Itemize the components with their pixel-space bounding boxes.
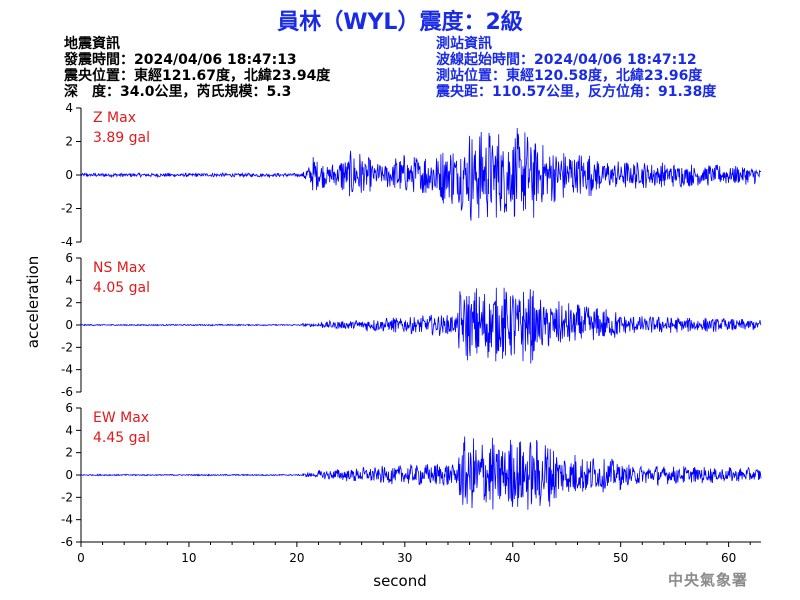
panel-1-y-tick-label: 4 <box>65 101 73 115</box>
panel-1-y-tick-label: -2 <box>61 202 73 216</box>
depth-magnitude: 深 度：34.0公里，芮氏規模：5.3 <box>64 84 292 100</box>
x-tick-label: 0 <box>77 551 85 565</box>
chart-title: 員林（WYL）震度：2級 <box>277 10 523 35</box>
x-tick-label: 50 <box>613 551 628 565</box>
panel-2-waveform <box>80 287 762 364</box>
panel-3-waveform <box>81 436 762 510</box>
x-tick-label: 30 <box>397 551 412 565</box>
panel-1-max-value: 3.89 gal <box>93 130 150 146</box>
panel-2-y-tick-label: 4 <box>65 273 73 287</box>
panel-3-max-value: 4.45 gal <box>93 430 150 446</box>
x-tick-label: 10 <box>181 551 196 565</box>
panel-2-y-tick-label: -4 <box>61 363 73 377</box>
epicenter-location: 震央位置：東經121.67度，北緯23.94度 <box>64 68 331 84</box>
panel-2-y-tick-label: 6 <box>65 251 73 265</box>
panel-3-y-tick-label: -6 <box>61 535 73 549</box>
x-tick-label: 60 <box>721 551 736 565</box>
panel-3-y-tick-label: 2 <box>65 446 73 460</box>
panel-2-max-value: 4.05 gal <box>93 280 150 296</box>
x-tick-label: 40 <box>505 551 520 565</box>
station-info: 測站資訊 波線起始時間：2024/04/06 18:47:12 測站位置：東經1… <box>436 36 716 100</box>
panel-3-y-tick-label: 0 <box>65 468 73 482</box>
agency-watermark: 中央氣象署 <box>667 571 748 589</box>
earthquake-info: 地震資訊 發震時間：2024/04/06 18:47:13 震央位置：東經121… <box>64 36 330 100</box>
panel-3-y-tick-label: 4 <box>65 423 73 437</box>
panel-1-y-tick-label: 0 <box>65 168 73 182</box>
panel-1-waveform <box>80 127 762 221</box>
panel-2-y-tick-label: 0 <box>65 318 73 332</box>
x-tick-label: 20 <box>289 551 304 565</box>
panel-3-y-tick-label: 6 <box>65 401 73 415</box>
earthquake-info-heading: 地震資訊 <box>64 36 120 52</box>
station-info-heading: 測站資訊 <box>436 36 492 52</box>
y-axis-title: acceleration <box>24 256 42 348</box>
epicentral-distance: 震央距：110.57公里，反方位角：91.38度 <box>436 84 717 100</box>
panel-3-y-tick-label: -4 <box>61 513 73 527</box>
wave-start-time: 波線起始時間：2024/04/06 18:47:12 <box>436 52 697 68</box>
x-axis-title: second <box>373 572 427 590</box>
panel-1-y-tick-label: -4 <box>61 235 73 249</box>
panel-3-component-label: EW Max <box>93 410 149 426</box>
station-location: 測站位置：東經120.58度，北緯23.96度 <box>436 68 703 84</box>
panel-2-component-label: NS Max <box>93 260 146 276</box>
panel-1-component-label: Z Max <box>93 110 136 126</box>
origin-time: 發震時間：2024/04/06 18:47:13 <box>64 52 297 68</box>
panel-1-y-tick-label: 2 <box>65 135 73 149</box>
panel-3-y-tick-label: -2 <box>61 490 73 504</box>
panel-2-y-tick-label: -2 <box>61 340 73 354</box>
panel-2-y-tick-label: 2 <box>65 296 73 310</box>
panel-2-y-tick-label: -6 <box>61 385 73 399</box>
